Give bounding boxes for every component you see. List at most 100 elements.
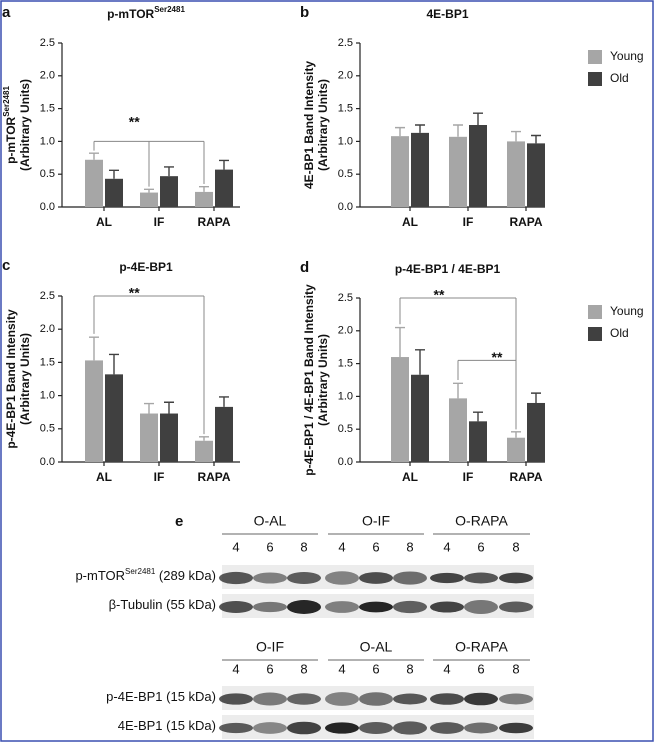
row-label: p-mTORSer2481 (289 kDa) <box>75 567 216 583</box>
blot-band <box>393 571 427 585</box>
title-text: 4E-BP1 <box>426 7 468 21</box>
blot-band <box>359 572 393 584</box>
blot-band <box>219 722 253 734</box>
chart-title: 4E-BP1 <box>426 7 468 21</box>
panel-letter: c <box>2 257 10 274</box>
significance-label: ** <box>129 285 140 301</box>
group-label: O-AL <box>254 513 287 529</box>
y-axis-label: (Arbitrary Units) <box>316 334 330 426</box>
lane-label: 4 <box>232 661 239 676</box>
lane-label: 6 <box>266 661 273 676</box>
blot-band <box>499 572 533 584</box>
error-bar <box>199 436 209 441</box>
row-label-suffix: (289 kDa) <box>155 568 216 583</box>
chart-title: p-4E-BP1 / 4E-BP1 <box>395 262 501 276</box>
bar <box>215 169 233 207</box>
blot-band <box>253 692 287 706</box>
y-label-text: 4E-BP1 Band Intensity <box>302 61 316 189</box>
title-text: p-4E-BP1 <box>119 260 173 274</box>
y-tick-label: 1.0 <box>40 390 55 402</box>
blot-band <box>499 722 533 734</box>
blot-band <box>499 601 533 613</box>
error-bar <box>199 185 209 192</box>
x-tick-label: RAPA <box>197 215 230 229</box>
y-axis-label: p-mTORSer2481 <box>2 86 18 164</box>
x-tick-label: AL <box>402 215 418 229</box>
error-bar <box>164 401 174 414</box>
blot-band <box>219 601 253 613</box>
y-tick-label: 0.5 <box>40 423 55 435</box>
bar <box>85 360 103 462</box>
lane-label: 8 <box>512 539 519 554</box>
y-tick-label: 0.0 <box>338 201 353 213</box>
group-label: O-RAPA <box>455 513 508 529</box>
error-bar <box>89 152 99 160</box>
y-tick-label: 2.5 <box>338 37 353 49</box>
row-label-text: β-Tubulin (55 kDa) <box>109 597 216 612</box>
y-tick-label: 0.0 <box>40 201 55 213</box>
error-bar <box>89 336 99 361</box>
legend-label: Young <box>610 49 644 63</box>
blot-band <box>219 693 253 705</box>
y-axis-label: (Arbitrary Units) <box>316 79 330 171</box>
panel-letter: d <box>300 259 309 276</box>
blot-band <box>287 693 321 705</box>
y-tick-label: 0.0 <box>40 456 55 468</box>
lane-label: 6 <box>372 661 379 676</box>
y-tick-label: 2.0 <box>338 70 353 82</box>
lane-label: 6 <box>477 661 484 676</box>
error-bar <box>511 431 521 438</box>
row-label: p-4E-BP1 (15 kDa) <box>106 689 216 704</box>
significance-label: ** <box>434 287 445 303</box>
blot-band <box>430 601 464 613</box>
y-tick-label: 2.5 <box>40 290 55 302</box>
lane-label: 6 <box>477 539 484 554</box>
y-tick-label: 1.0 <box>338 135 353 147</box>
x-tick-label: RAPA <box>197 470 230 484</box>
error-bar <box>164 166 174 177</box>
error-bar <box>453 124 463 137</box>
blot-band <box>325 722 359 734</box>
bar <box>507 437 525 462</box>
blot-band <box>499 693 533 705</box>
blot-band <box>359 722 393 734</box>
error-bar <box>219 159 229 170</box>
x-tick-label: AL <box>96 470 112 484</box>
blot-band <box>430 722 464 734</box>
blot-band <box>325 571 359 585</box>
title-text: p-mTOR <box>107 7 154 21</box>
y-tick-label: 1.5 <box>40 356 55 368</box>
panel-letter: a <box>2 4 11 21</box>
bar <box>195 440 213 462</box>
blot-band <box>325 601 359 613</box>
group-label: O-IF <box>362 513 390 529</box>
y-label-sup: Ser2481 <box>2 86 11 117</box>
bar <box>449 398 467 462</box>
significance-label: ** <box>129 114 140 130</box>
error-bar <box>415 349 425 375</box>
bar <box>85 159 103 207</box>
y-axis-label: p-4E-BP1 / 4E-BP1 Band Intensity <box>302 284 316 476</box>
y-tick-label: 1.5 <box>338 358 353 370</box>
error-bar <box>453 382 463 399</box>
y-label-text: p-4E-BP1 Band Intensity <box>4 309 18 449</box>
lane-label: 8 <box>406 661 413 676</box>
bar <box>469 421 487 462</box>
x-tick-label: RAPA <box>509 215 542 229</box>
bar <box>105 374 123 462</box>
row-label: 4E-BP1 (15 kDa) <box>118 718 216 733</box>
blot-band <box>430 572 464 584</box>
error-bar <box>109 353 119 375</box>
title-sup: Ser2481 <box>154 5 185 14</box>
bar <box>469 125 487 207</box>
legend-label: Old <box>610 326 629 340</box>
x-tick-label: AL <box>402 470 418 484</box>
y-tick-label: 1.0 <box>338 390 353 402</box>
bar <box>140 192 158 207</box>
blot-band <box>464 722 498 734</box>
y-tick-label: 1.0 <box>40 135 55 147</box>
lane-label: 8 <box>406 539 413 554</box>
row-label-text: p-mTOR <box>75 568 125 583</box>
